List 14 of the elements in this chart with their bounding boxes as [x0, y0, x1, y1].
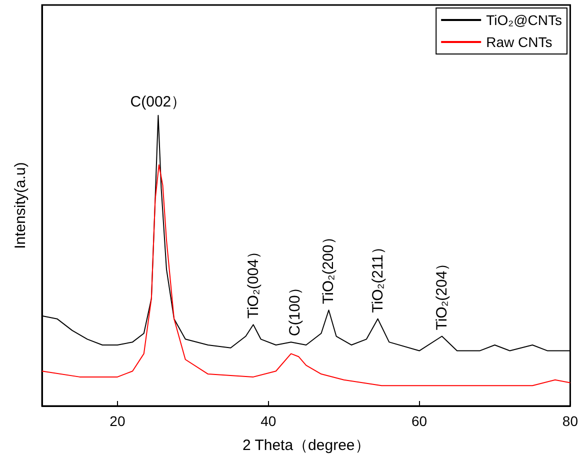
- annotation: C(100）: [286, 280, 304, 336]
- y-axis-title: Intensity(a.u): [12, 162, 29, 249]
- annotation: TiO₂(004）: [244, 244, 262, 319]
- x-tick-label: 40: [260, 413, 276, 429]
- legend-label: TiO₂@CNTs: [486, 12, 562, 28]
- x-tick-label: 80: [562, 413, 578, 429]
- annotation: TiO₂(200）: [320, 230, 338, 304]
- x-tick-label: 20: [110, 413, 126, 429]
- annotation: C(002）: [130, 93, 186, 110]
- x-axis-title: 2 Theta（degree）: [242, 437, 370, 454]
- legend-label: Raw CNTs: [486, 34, 552, 50]
- x-tick-label: 60: [412, 413, 428, 429]
- annotation: TiO₂(204）: [433, 256, 450, 330]
- annotation: TiO₂(211）: [369, 239, 386, 313]
